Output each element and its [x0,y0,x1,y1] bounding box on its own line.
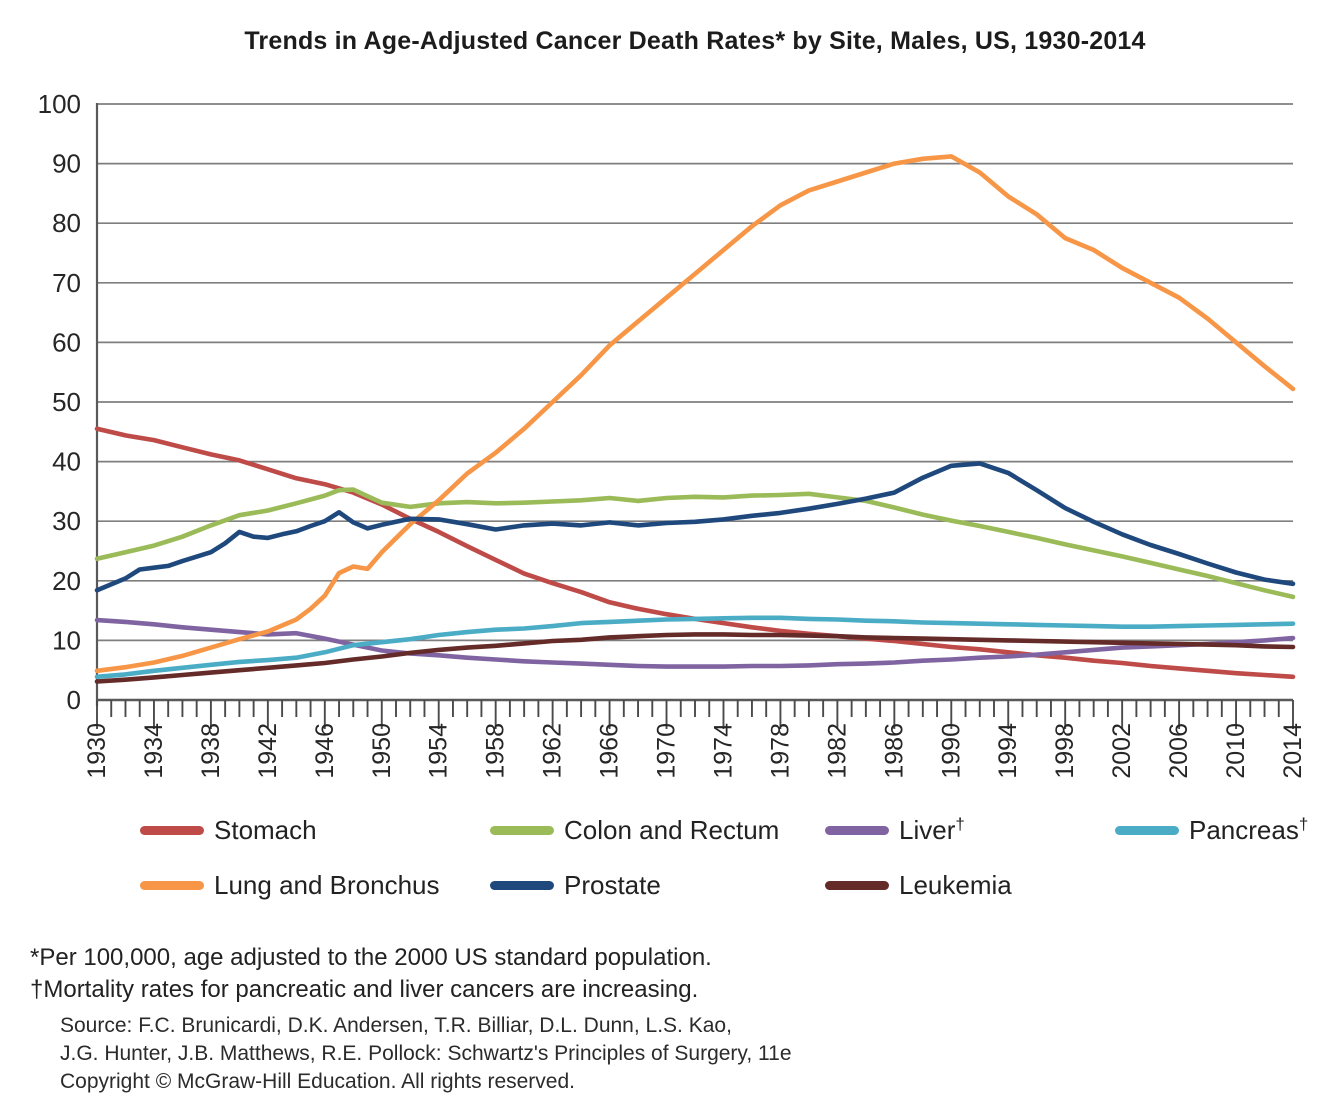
x-tick-label: 1990 [937,723,965,779]
x-tick-label: 2010 [1222,723,1250,779]
source-line-2: J.G. Hunter, J.B. Matthews, R.E. Pollock… [60,1042,792,1065]
y-tick-label: 50 [52,387,81,417]
x-tick-label: 1978 [766,723,794,779]
source-line-1: Source: F.C. Brunicardi, D.K. Andersen, … [60,1014,732,1037]
footnote-age-adjustment: *Per 100,000, age adjusted to the 2000 U… [30,944,712,971]
x-tick-label: 1954 [425,723,453,779]
legend-item-prostate: Prostate [490,871,661,899]
legend-swatch-lung-and-bronchus [140,880,204,890]
dagger-superscript: † [1298,814,1309,834]
legend-swatch-leukemia [825,880,889,890]
x-tick-label: 1986 [880,723,908,779]
legend-swatch-liver [825,825,889,835]
legend-label-text: Colon and Rectum [564,815,780,845]
legend-label-text: Pancreas [1189,815,1299,845]
legend-label-text: Liver [899,815,956,845]
footnote-dagger: †Mortality rates for pancreatic and live… [30,976,699,1003]
x-tick-label: 1958 [482,723,510,779]
x-tick-label: 2002 [1108,723,1136,779]
x-tick-label: 1942 [254,723,282,779]
series-line-pancreas [94,615,1296,680]
x-tick-label: 1930 [83,723,111,779]
y-tick-label: 60 [52,327,81,357]
y-tick-label: 90 [52,149,81,179]
y-tick-label: 30 [52,506,81,536]
y-tick-label: 70 [52,268,81,298]
series-line-leukemia [94,632,1296,684]
series-line-lung-and-bronchus [94,154,1296,674]
y-tick-label: 40 [52,447,81,477]
legend-swatch-prostate [490,880,554,890]
x-tick-label: 1962 [539,723,567,779]
legend-label-text: Stomach [214,815,317,845]
x-tick-label: 1998 [1051,723,1079,779]
series-line-colon-and-rectum [94,487,1296,600]
x-tick-label: 1934 [140,723,168,779]
y-tick-label: 10 [52,625,81,655]
legend-label-pancreas: Pancreas† [1189,814,1309,845]
y-tick-label: 0 [67,685,81,715]
legend-label-liver: Liver† [899,814,965,845]
legend-label-text: Leukemia [899,870,1012,900]
x-tick-label: 1966 [596,723,624,779]
chart-title: Trends in Age-Adjusted Cancer Death Rate… [244,27,1146,55]
line-chart: 0 10 20 30 40 50 60 70 80 90 100 1930 1934 1938 1942 19… [38,89,1307,779]
legend-item-colon-and-rectum: Colon and Rectum [490,816,779,844]
legend-item-pancreas: Pancreas† [1115,814,1309,845]
legend-label-colon-and-rectum: Colon and Rectum [564,816,779,844]
dagger-superscript: † [955,814,965,834]
legend-item-liver: Liver† [825,814,965,845]
x-tick-label: 1974 [709,723,737,779]
x-tick-label: 1994 [994,723,1022,779]
series-line-prostate [94,461,1296,593]
x-tick-label: 1982 [823,723,851,779]
legend-label-leukemia: Leukemia [899,871,1012,899]
legend-swatch-stomach [140,825,204,835]
legend-label-text: Prostate [564,870,661,900]
legend-label-text: Lung and Bronchus [214,870,440,900]
legend-item-lung-and-bronchus: Lung and Bronchus [140,871,440,899]
y-tick-label: 100 [38,89,81,119]
legend-label-lung-and-bronchus: Lung and Bronchus [214,871,440,899]
legend-swatch-pancreas [1115,825,1179,835]
series-line-liver [94,617,1296,669]
legend-item-stomach: Stomach [140,816,317,844]
x-tick-label: 2006 [1165,723,1193,779]
legend-swatch-colon-and-rectum [490,825,554,835]
source-line-3: Copyright © McGraw-Hill Education. All r… [60,1070,575,1093]
legend-label-prostate: Prostate [564,871,661,899]
legend-label-stomach: Stomach [214,816,317,844]
x-tick-label: 1970 [653,723,681,779]
y-tick-label: 80 [52,208,81,238]
x-tick-label: 1950 [368,723,396,779]
x-tick-label: 2014 [1279,723,1307,779]
x-tick-label: 1938 [197,723,225,779]
x-tick-label: 1946 [311,723,339,779]
legend-item-leukemia: Leukemia [825,871,1012,899]
y-tick-label: 20 [52,566,81,596]
